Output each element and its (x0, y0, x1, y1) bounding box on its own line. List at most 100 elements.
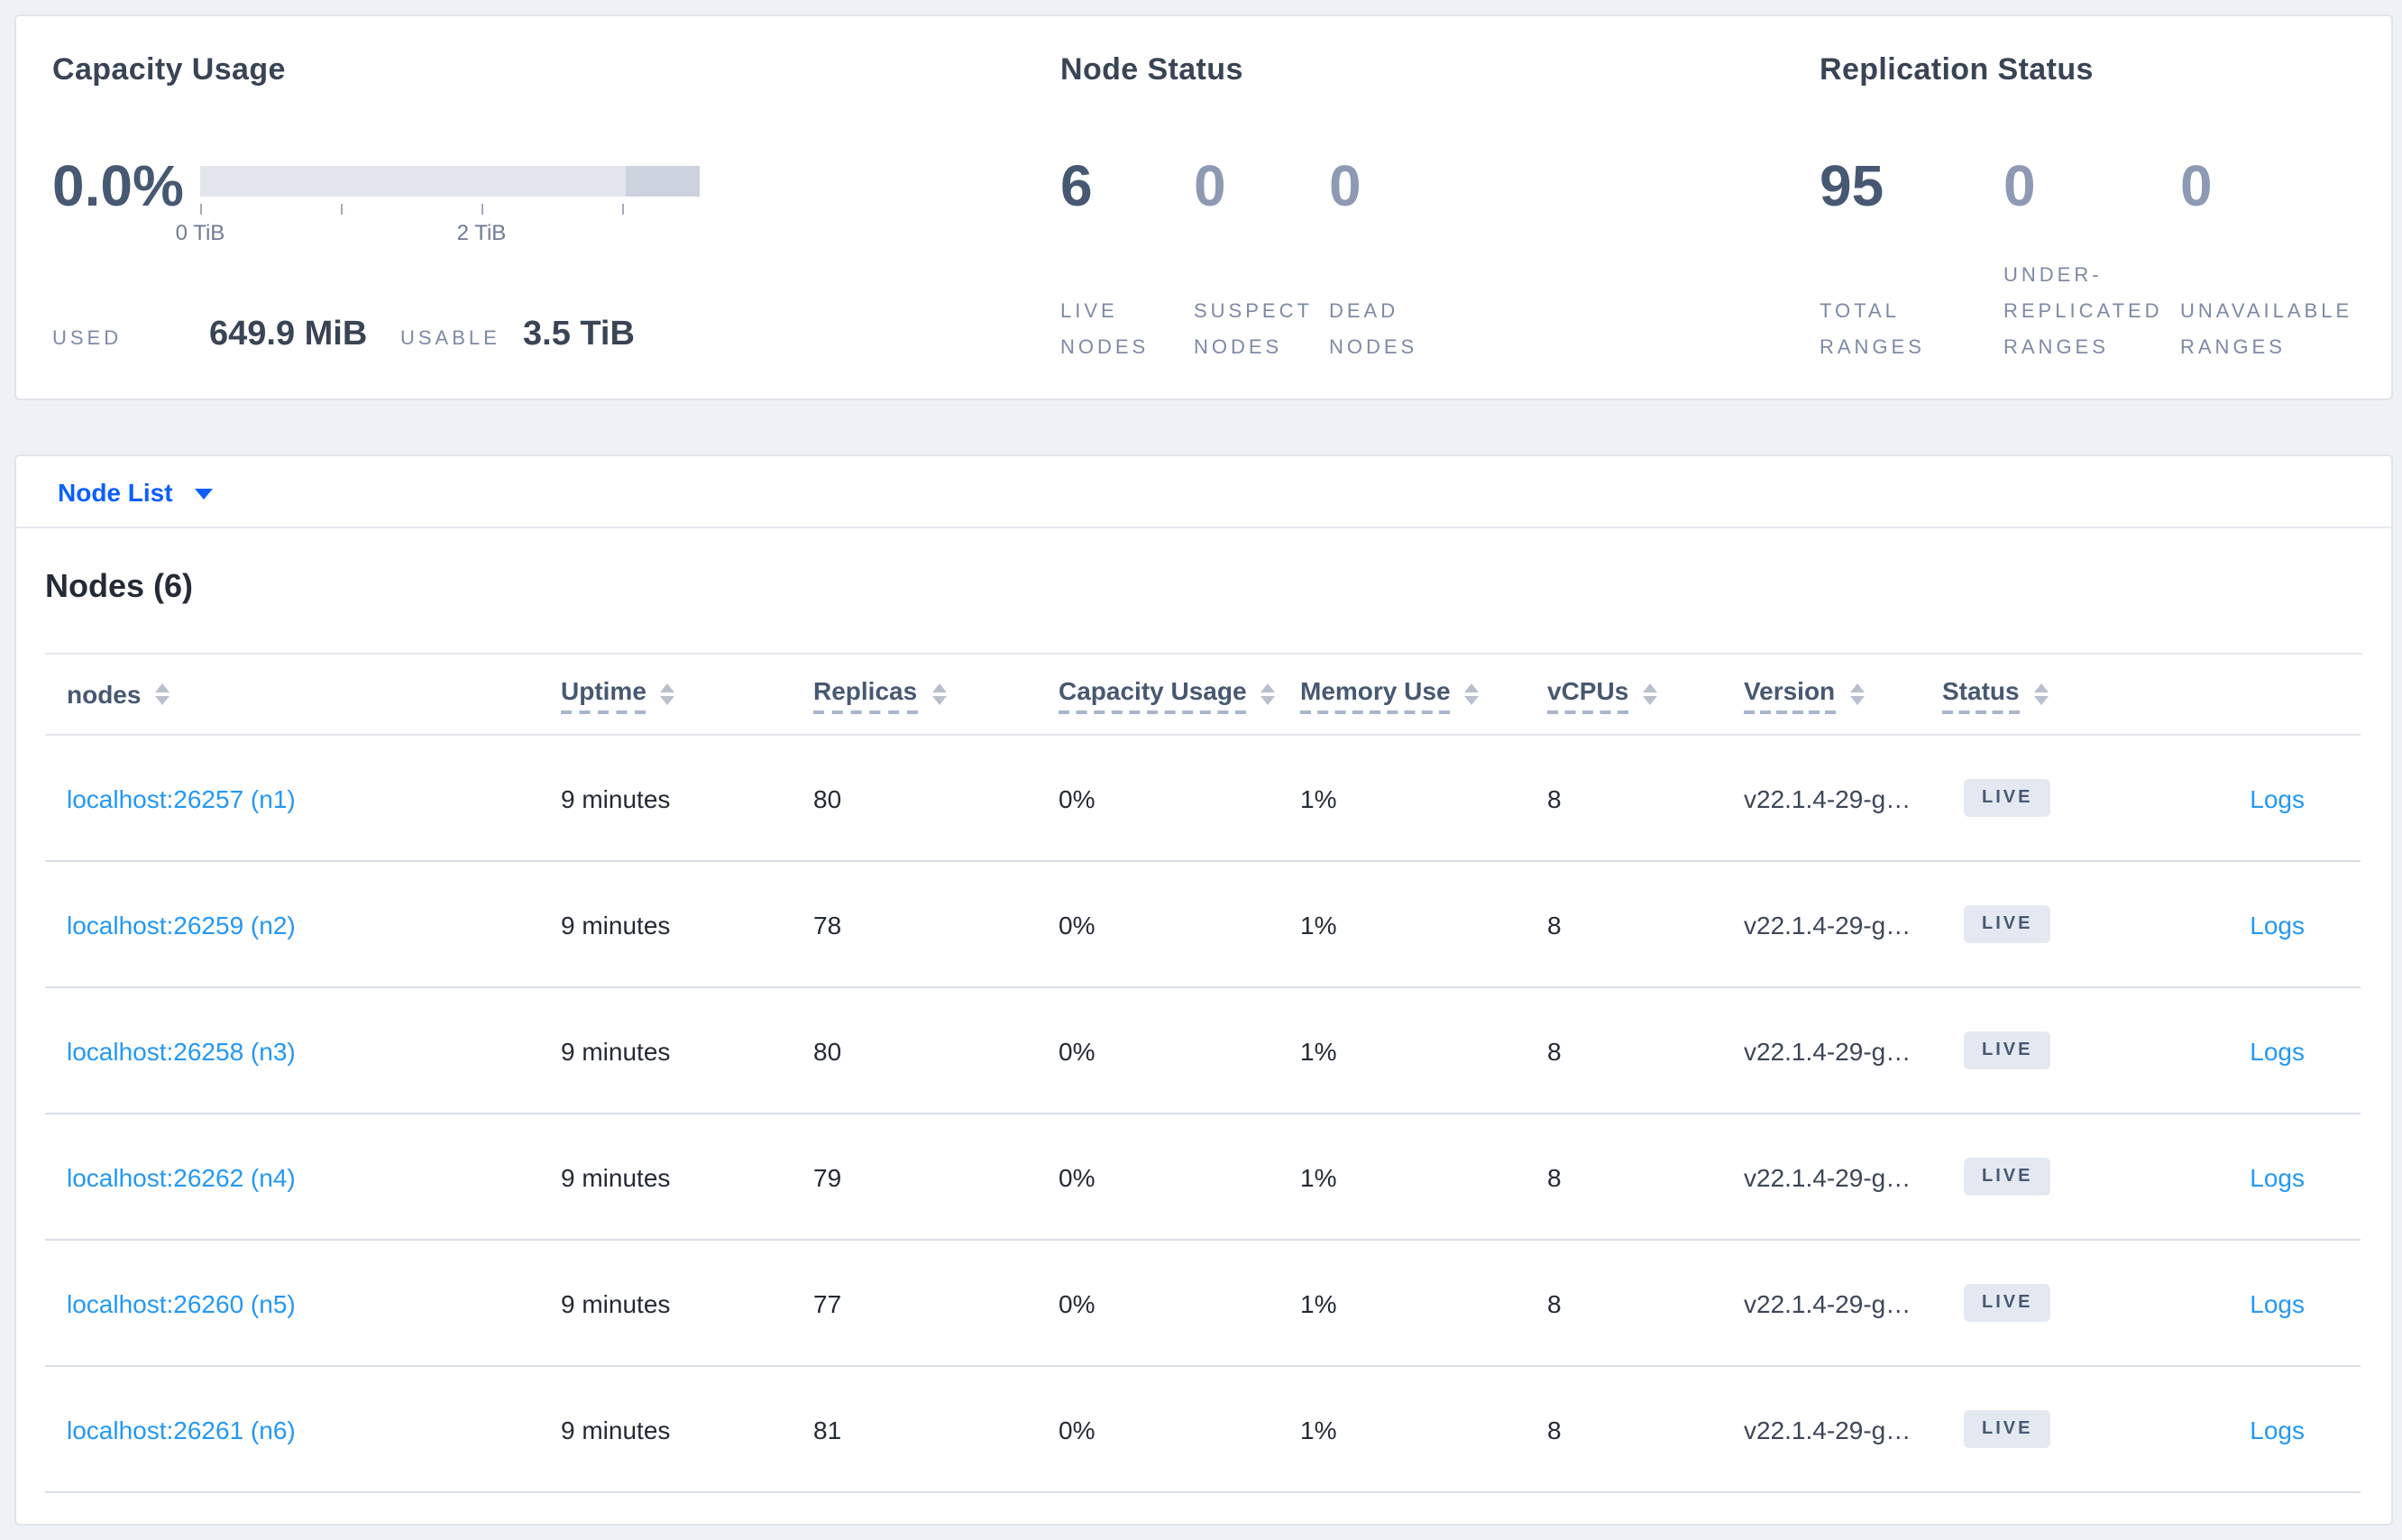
replicas-cell: 77 (813, 1288, 842, 1317)
live-nodes-count: 6 (1060, 153, 1093, 218)
capacity-cell: 0% (1059, 1036, 1096, 1065)
table-row: localhost:26258 (n3) 9 minutes 80 0% 1% … (45, 988, 2361, 1114)
label-line: LIVE (1060, 301, 1118, 323)
label-line: TOTAL (1820, 301, 1900, 323)
status-badge: LIVE (1964, 779, 2051, 817)
uptime-cell: 9 minutes (561, 784, 671, 812)
uptime-cell: 9 minutes (561, 1036, 671, 1065)
capacity-usage-title: Capacity Usage (52, 52, 286, 87)
label-line: UNDER- (2003, 265, 2103, 287)
chevron-down-icon (194, 489, 213, 500)
logs-link[interactable]: Logs (2250, 1162, 2305, 1191)
column-header-label: Uptime (561, 675, 646, 713)
table-row: localhost:26262 (n4) 9 minutes 79 0% 1% … (45, 1114, 2361, 1241)
logs-link[interactable]: Logs (2250, 784, 2305, 812)
node-link[interactable]: localhost:26262 (n4) (67, 1162, 296, 1191)
sort-icon (155, 683, 170, 705)
node-link[interactable]: localhost:26261 (n6) (67, 1415, 296, 1444)
nodes-table-title: Nodes (6) (45, 568, 194, 604)
vcpus-cell: 8 (1547, 1288, 1562, 1317)
logs-link[interactable]: Logs (2250, 910, 2305, 939)
node-link[interactable]: localhost:26258 (n3) (67, 1036, 296, 1065)
column-header-status[interactable]: Status (1921, 675, 2137, 713)
dead-nodes-count: 0 (1329, 153, 1361, 218)
replicas-cell: 81 (813, 1415, 842, 1444)
label-line: RANGES (2003, 337, 2109, 359)
axis-tick (481, 204, 483, 215)
status-badge: LIVE (1964, 1410, 2051, 1448)
unavailable-ranges-label: UNAVAILABLE RANGES (2180, 294, 2352, 366)
table-row: localhost:26260 (n5) 9 minutes 77 0% 1% … (45, 1241, 2361, 1367)
uptime-cell: 9 minutes (561, 1415, 671, 1444)
sort-icon (2033, 683, 2049, 705)
table-row: localhost:26257 (n1) 9 minutes 80 0% 1% … (45, 736, 2361, 862)
column-header-label: Replicas (813, 675, 918, 713)
capacity-cell: 0% (1059, 784, 1096, 812)
column-header-label: vCPUs (1547, 675, 1629, 713)
label-line: DEAD (1329, 301, 1399, 323)
status-badge: LIVE (1964, 1284, 2051, 1322)
axis-tick (200, 204, 202, 215)
table-body: localhost:26257 (n1) 9 minutes 80 0% 1% … (45, 736, 2361, 1493)
label-line: NODES (1194, 337, 1283, 359)
memory-cell: 1% (1300, 1288, 1337, 1317)
node-list-dropdown-label: Node List (58, 478, 173, 507)
vcpus-cell: 8 (1547, 1162, 1562, 1191)
node-list-dropdown[interactable]: Node List (58, 456, 213, 528)
label-line: NODES (1060, 337, 1150, 359)
logs-link[interactable]: Logs (2250, 1415, 2305, 1444)
sort-icon (931, 683, 947, 705)
suspect-nodes-label: SUSPECT NODES (1194, 294, 1313, 366)
column-header-replicas[interactable]: Replicas (792, 675, 1037, 713)
version-cell: v22.1.4-29-g… (1744, 1162, 1912, 1191)
label-line: NODES (1329, 337, 1418, 359)
sort-icon (1464, 683, 1480, 705)
column-header-label: Memory Use (1300, 675, 1451, 713)
capacity-cell: 0% (1059, 1415, 1096, 1444)
node-link[interactable]: localhost:26259 (n2) (67, 910, 296, 939)
label-line: UNAVAILABLE (2180, 301, 2353, 323)
status-badge: LIVE (1964, 1158, 2051, 1196)
uptime-cell: 9 minutes (561, 910, 671, 939)
memory-cell: 1% (1300, 784, 1337, 812)
column-header-nodes[interactable]: nodes (45, 680, 539, 709)
logs-link[interactable]: Logs (2250, 1288, 2305, 1317)
column-header-label: Capacity Usage (1059, 675, 1247, 713)
capacity-cell: 0% (1059, 1288, 1096, 1317)
vcpus-cell: 8 (1547, 1036, 1562, 1065)
version-cell: v22.1.4-29-g… (1744, 1288, 1912, 1317)
divider (45, 653, 2362, 655)
column-header-version[interactable]: Version (1722, 675, 1921, 713)
node-status-title: Node Status (1060, 52, 1243, 87)
column-header-capacity-usage[interactable]: Capacity Usage (1037, 675, 1279, 713)
dead-nodes-label: DEAD NODES (1329, 294, 1417, 366)
total-ranges-count: 95 (1820, 153, 1884, 218)
uptime-cell: 9 minutes (561, 1288, 671, 1317)
column-header-memory-use[interactable]: Memory Use (1279, 675, 1526, 713)
view-selector-band: Node List (16, 456, 2391, 528)
table-row: localhost:26259 (n2) 9 minutes 78 0% 1% … (45, 862, 2361, 988)
label-line: SUSPECT (1194, 301, 1313, 323)
version-cell: v22.1.4-29-g… (1744, 784, 1912, 812)
axis-tick (341, 204, 343, 215)
logs-link[interactable]: Logs (2250, 1036, 2305, 1065)
capacity-used-percent: 0.0% (52, 153, 184, 218)
label-line: RANGES (1820, 337, 1925, 359)
axis-tick (622, 204, 624, 215)
node-link[interactable]: localhost:26257 (n1) (67, 784, 296, 812)
column-header-uptime[interactable]: Uptime (539, 675, 792, 713)
suspect-nodes-count: 0 (1194, 153, 1226, 218)
replicas-cell: 80 (813, 1036, 842, 1065)
memory-cell: 1% (1300, 910, 1337, 939)
usable-label: USABLE (400, 328, 500, 350)
replicas-cell: 80 (813, 784, 842, 812)
sort-icon (660, 683, 675, 705)
node-link[interactable]: localhost:26260 (n5) (67, 1288, 296, 1317)
memory-cell: 1% (1300, 1036, 1337, 1065)
replicas-cell: 78 (813, 910, 842, 939)
used-label: USED (52, 328, 123, 350)
column-header-vcpus[interactable]: vCPUs (1526, 675, 1722, 713)
table-header-row: nodes Uptime Replicas Capacity Usage Mem… (45, 655, 2361, 736)
cluster-summary-card: Capacity Usage 0.0% 0 TiB 2 TiB USED 649… (14, 14, 2393, 400)
